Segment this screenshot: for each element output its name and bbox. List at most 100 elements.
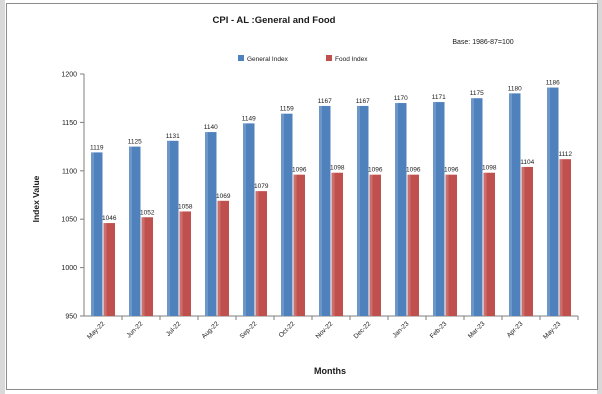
bar-highlight (471, 98, 474, 316)
bar-highlight (179, 211, 183, 316)
bar-general-index (471, 98, 483, 316)
x-tick-label: Apr-23 (506, 320, 525, 339)
y-tick-label: 1200 (61, 72, 77, 79)
data-label: 1171 (432, 94, 446, 101)
data-label: 1079 (254, 183, 269, 190)
bar-general-index (167, 140, 179, 316)
plot-area: 950 1000 1050 1100 1150 1200 1119 1046 May-22 112… (61, 72, 579, 341)
bar-general-index (547, 87, 559, 316)
bar-highlight (357, 105, 360, 316)
bar-highlight (293, 174, 297, 316)
chart-title: CPI - AL :General and Food (213, 15, 336, 26)
bar-general-index (433, 102, 445, 317)
bar-food-index (217, 200, 229, 316)
x-tick-label: Sep-22 (239, 320, 259, 340)
data-label: 1098 (482, 165, 497, 172)
chart-subtitle: Base: 1986-87=100 (452, 39, 513, 46)
bar-highlight (217, 200, 221, 316)
legend-label-food: Food Index (335, 56, 368, 63)
data-label: 1186 (546, 80, 560, 87)
legend: General Index Food Index (238, 55, 368, 63)
data-label: 1125 (128, 139, 142, 146)
bar-general-index (243, 123, 255, 316)
bar-general-index (281, 113, 293, 316)
bar-food-index (141, 217, 153, 316)
bar-highlight (509, 93, 512, 316)
bar-general-index (357, 105, 369, 316)
bar-highlight (103, 223, 107, 316)
data-label: 1096 (292, 167, 307, 174)
legend-swatch-food (326, 55, 332, 61)
data-label: 1167 (356, 98, 370, 105)
data-label: 1170 (394, 95, 408, 102)
bar-highlight (547, 87, 550, 316)
legend-swatch-general (238, 55, 244, 61)
bar-food-index (445, 174, 457, 316)
bar-general-index (129, 146, 141, 316)
bar-highlight (167, 140, 170, 316)
bar-highlight (407, 174, 411, 316)
data-label: 1175 (470, 90, 484, 97)
bar-highlight (395, 103, 398, 316)
bar-highlight (521, 166, 525, 316)
bar-highlight (281, 113, 284, 316)
bar-highlight (205, 132, 208, 316)
x-tick-label: Jun-22 (125, 320, 144, 339)
bar-food-index (407, 174, 419, 316)
x-tick-label: Aug-22 (201, 320, 221, 340)
data-label: 1098 (330, 165, 345, 172)
y-tick-label: 950 (65, 314, 77, 321)
x-tick-label: Nov-22 (315, 320, 335, 340)
bar-highlight (319, 105, 322, 316)
y-tick-label: 1150 (62, 120, 77, 127)
bar-food-index (331, 172, 343, 316)
bar-general-index (509, 93, 521, 316)
bar-food-index (483, 172, 495, 316)
data-label: 1096 (406, 167, 421, 174)
bar-general-index (395, 103, 407, 316)
data-label: 1140 (204, 124, 218, 131)
data-label: 1149 (242, 115, 256, 122)
data-label: 1180 (508, 85, 522, 92)
bar-general-index (205, 132, 217, 316)
bar-general-index (91, 152, 103, 316)
bar-highlight (255, 191, 259, 316)
y-tick-label: 1050 (61, 217, 77, 224)
y-tick-label: 1000 (61, 265, 77, 272)
bar-highlight (91, 152, 94, 316)
bar-highlight (559, 159, 563, 316)
bar-highlight (129, 146, 132, 316)
data-label: 1104 (520, 159, 534, 166)
x-tick-label: Jan-23 (391, 320, 410, 339)
window-edge-right (597, 0, 602, 394)
bar-highlight (141, 217, 145, 316)
x-tick-label: Feb-23 (429, 320, 449, 340)
x-tick-label: May-23 (542, 320, 563, 341)
bar-highlight (243, 123, 246, 316)
data-label: 1046 (102, 215, 117, 222)
bar-highlight (483, 172, 487, 316)
bar-highlight (369, 174, 373, 316)
bar-food-index (293, 174, 305, 316)
x-axis-label: Months (314, 366, 346, 376)
bar-highlight (331, 172, 335, 316)
bar-food-index (103, 223, 115, 316)
data-label: 1119 (90, 144, 104, 151)
data-label: 1096 (444, 167, 459, 174)
data-label: 1112 (559, 151, 573, 158)
window-edge-left (0, 0, 5, 394)
bar-highlight (433, 102, 436, 317)
data-label: 1052 (140, 209, 155, 216)
y-axis-label: Index Value (31, 175, 41, 222)
bar-food-index (521, 166, 533, 316)
x-tick-label: May-22 (86, 320, 107, 341)
bar-highlight (445, 174, 449, 316)
data-label: 1131 (166, 133, 180, 140)
data-label: 1069 (216, 193, 231, 200)
y-tick-label: 1100 (62, 168, 77, 175)
data-label: 1167 (318, 98, 332, 105)
bar-food-index (559, 159, 571, 316)
bar-food-index (179, 211, 191, 316)
bar-food-index (369, 174, 381, 316)
